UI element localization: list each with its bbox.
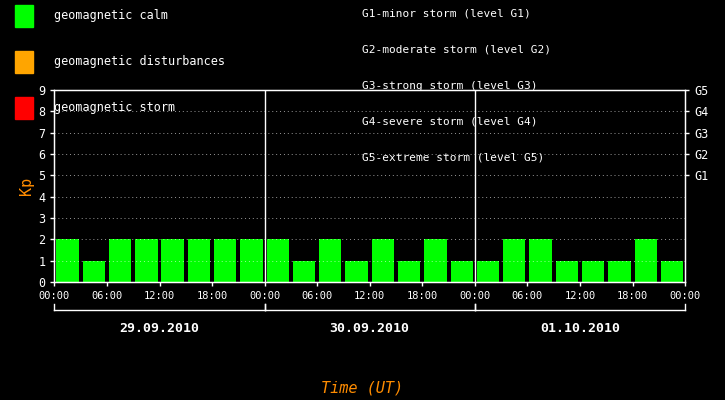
Bar: [240, 239, 262, 282]
Bar: [529, 239, 552, 282]
Text: G2-moderate storm (level G2): G2-moderate storm (level G2): [362, 45, 552, 55]
Bar: [477, 261, 500, 282]
Bar: [135, 239, 157, 282]
Bar: [582, 261, 605, 282]
Bar: [450, 261, 473, 282]
Text: geomagnetic calm: geomagnetic calm: [54, 10, 168, 22]
Bar: [634, 239, 657, 282]
Bar: [83, 261, 105, 282]
Bar: [188, 239, 210, 282]
Bar: [267, 239, 289, 282]
Bar: [660, 261, 683, 282]
Bar: [608, 261, 631, 282]
Bar: [503, 239, 526, 282]
Text: Time (UT): Time (UT): [321, 380, 404, 396]
Bar: [555, 261, 578, 282]
Bar: [424, 239, 447, 282]
Text: 29.09.2010: 29.09.2010: [120, 322, 199, 334]
Text: G3-strong storm (level G3): G3-strong storm (level G3): [362, 81, 538, 91]
Text: geomagnetic storm: geomagnetic storm: [54, 102, 175, 114]
Bar: [319, 239, 341, 282]
Bar: [214, 239, 236, 282]
Y-axis label: Kp: Kp: [19, 177, 34, 195]
Bar: [372, 239, 394, 282]
Bar: [398, 261, 420, 282]
Bar: [345, 261, 368, 282]
Text: 01.10.2010: 01.10.2010: [540, 322, 620, 334]
Text: G4-severe storm (level G4): G4-severe storm (level G4): [362, 117, 538, 127]
Text: geomagnetic disturbances: geomagnetic disturbances: [54, 56, 225, 68]
Bar: [162, 239, 184, 282]
Bar: [57, 239, 79, 282]
Text: 30.09.2010: 30.09.2010: [330, 322, 410, 334]
Text: G1-minor storm (level G1): G1-minor storm (level G1): [362, 9, 531, 19]
Text: G5-extreme storm (level G5): G5-extreme storm (level G5): [362, 153, 544, 163]
Bar: [109, 239, 131, 282]
Bar: [293, 261, 315, 282]
